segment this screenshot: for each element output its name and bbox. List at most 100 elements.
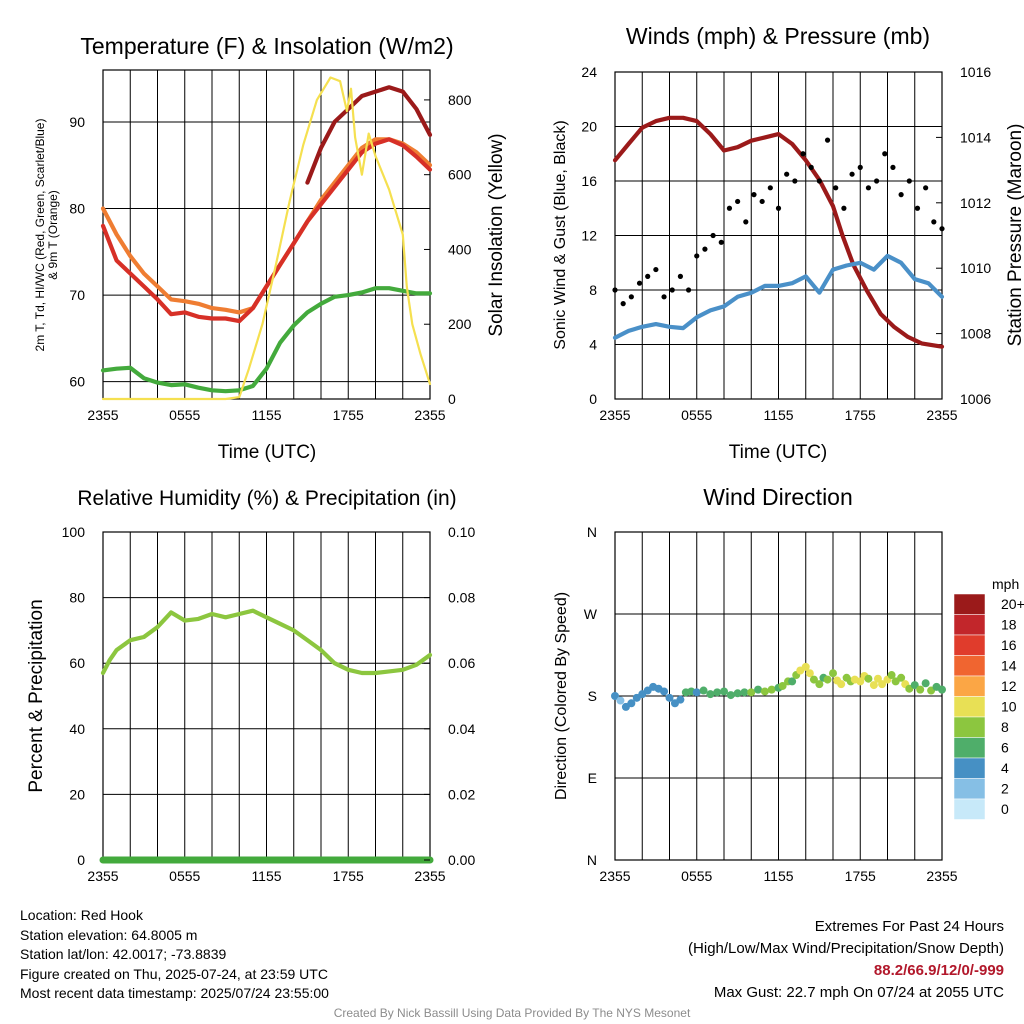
gust-point	[816, 178, 822, 184]
y2-tick-label: 1016	[960, 64, 991, 80]
y2-tick-label: 200	[448, 316, 472, 332]
direction-point	[692, 688, 701, 697]
x-tick-label: 2355	[599, 407, 630, 423]
direction-point	[873, 674, 882, 683]
gust-point	[718, 239, 724, 245]
y2-tick-label: 0.06	[448, 655, 475, 671]
station-elevation: Station elevation: 64.8005 m	[20, 926, 198, 943]
y-tick-label: 70	[69, 287, 85, 303]
winds-y-label: Sonic Wind & Gust (Blue, Black)	[552, 120, 569, 349]
gust-point	[849, 171, 855, 177]
humidity-y-label: Percent & Precipitation	[26, 599, 47, 792]
colorbar-label: 12	[1001, 678, 1017, 694]
direction-point	[754, 685, 763, 694]
temperature-x-ticks: 2355 0555 1155 1755 2355	[87, 407, 445, 423]
temperature-y2-ticks: 0 200 400 600 800	[424, 92, 472, 407]
gust-point	[874, 178, 880, 184]
gust-point	[726, 205, 733, 211]
direction-point	[910, 681, 919, 690]
y2-tick-label: 600	[448, 167, 472, 183]
extremes-values: 88.2/66.9/12/0/-999	[873, 962, 1004, 979]
colorbar-swatch	[953, 737, 986, 759]
winds-lines	[612, 115, 945, 349]
direction-point	[837, 680, 846, 689]
series-line	[101, 76, 432, 401]
x-tick-label: 1155	[763, 407, 793, 423]
direction-point	[665, 693, 674, 702]
colorbar-label: 18	[1001, 617, 1017, 633]
gust-point	[743, 219, 749, 225]
x-tick-label: 1755	[333, 407, 364, 423]
winds-title: Winds (mph) & Pressure (mb)	[626, 23, 930, 49]
direction-point	[627, 699, 636, 708]
y2-tick-label: 1008	[960, 326, 991, 342]
direction-point	[713, 688, 722, 697]
y-tick-label: 60	[69, 374, 85, 390]
y-tick-label: 8	[589, 282, 597, 298]
temperature-grid	[103, 70, 430, 399]
gust-point	[636, 280, 643, 286]
extremes-info: Extremes For Past 24 Hours (High/Low/Max…	[688, 916, 1004, 1004]
temperature-y2-label: Solar Insolation (Yellow)	[486, 133, 507, 336]
gust-point	[857, 164, 863, 170]
direction-x-ticks: 2355 0555 1155 1755 2355	[599, 868, 957, 884]
colorbar-label: 4	[1001, 760, 1009, 776]
direction-point	[760, 687, 769, 696]
humidity-title: Relative Humidity (%) & Precipitation (i…	[77, 487, 456, 510]
colorbar-label: 0	[1001, 801, 1009, 817]
gust-point	[898, 192, 904, 198]
x-tick-label: 1155	[763, 868, 793, 884]
y2-tick-label: 0	[448, 391, 456, 407]
gust-point	[841, 205, 847, 211]
x-tick-label: 1155	[251, 868, 281, 884]
humidity-x-ticks: 2355 0555 1155 1755 2355	[87, 868, 445, 884]
x-tick-label: 2355	[87, 407, 118, 423]
y-tick-label: N	[587, 524, 597, 540]
gust-point	[677, 273, 684, 279]
gust-point	[645, 273, 651, 279]
gust-point	[735, 198, 741, 205]
winds-y2-label: Station Pressure (Maroon)	[1005, 124, 1024, 347]
direction-point	[778, 681, 787, 690]
y-tick-label: 90	[69, 114, 85, 130]
colorbar-label: 10	[1001, 699, 1017, 715]
direction-point	[864, 674, 873, 683]
colorbar-swatch	[953, 593, 986, 615]
x-tick-label: 1755	[845, 868, 876, 884]
gust-point	[628, 294, 634, 300]
gust-point	[669, 287, 675, 293]
direction-point	[660, 687, 669, 696]
series-line	[612, 115, 945, 349]
direction-point	[699, 686, 708, 695]
colorbar-swatch	[953, 716, 986, 738]
gust-point	[800, 151, 806, 157]
winds-grid	[615, 71, 942, 400]
direction-point	[809, 675, 818, 684]
colorbar-swatch	[953, 778, 986, 800]
recent-timestamp: Most recent data timestamp: 2025/07/24 2…	[20, 985, 329, 1001]
winds-panel: Winds (mph) & Pressure (mb) 2355 0555 1155…	[552, 23, 1024, 463]
series-line	[305, 85, 433, 185]
temperature-x-label: Time (UTC)	[218, 442, 317, 463]
gust-point	[824, 137, 831, 143]
gust-point	[685, 287, 692, 293]
colorbar-label: 8	[1001, 719, 1009, 735]
humidity-y2-ticks: 0.00 0.02 0.04 0.06 0.08 0.10	[424, 524, 475, 868]
x-tick-label: 2355	[414, 868, 445, 884]
gust-point	[710, 232, 716, 239]
y-tick-label: 60	[69, 655, 85, 671]
temperature-y-label-line2: & 9m T (Orange)	[46, 190, 60, 280]
x-tick-label: 2355	[599, 868, 630, 884]
direction-point	[887, 671, 896, 680]
max-gust: Max Gust: 22.7 mph On 07/24 at 2055 UTC	[713, 984, 1004, 1001]
y2-tick-label: 0.00	[448, 852, 475, 868]
direction-point	[616, 696, 625, 705]
y2-tick-label: 0.08	[448, 590, 475, 606]
direction-title: Wind Direction	[703, 484, 853, 510]
colorbar-label: 2	[1001, 781, 1009, 797]
direction-point	[921, 679, 930, 688]
x-tick-label: 1755	[845, 407, 876, 423]
winds-y-ticks: 0 4 8 12 16 20 24	[581, 64, 597, 407]
temperature-y-label-line1: 2m T, Td, HI/WC (Red, Green, Scarlet/Blu…	[33, 119, 47, 352]
